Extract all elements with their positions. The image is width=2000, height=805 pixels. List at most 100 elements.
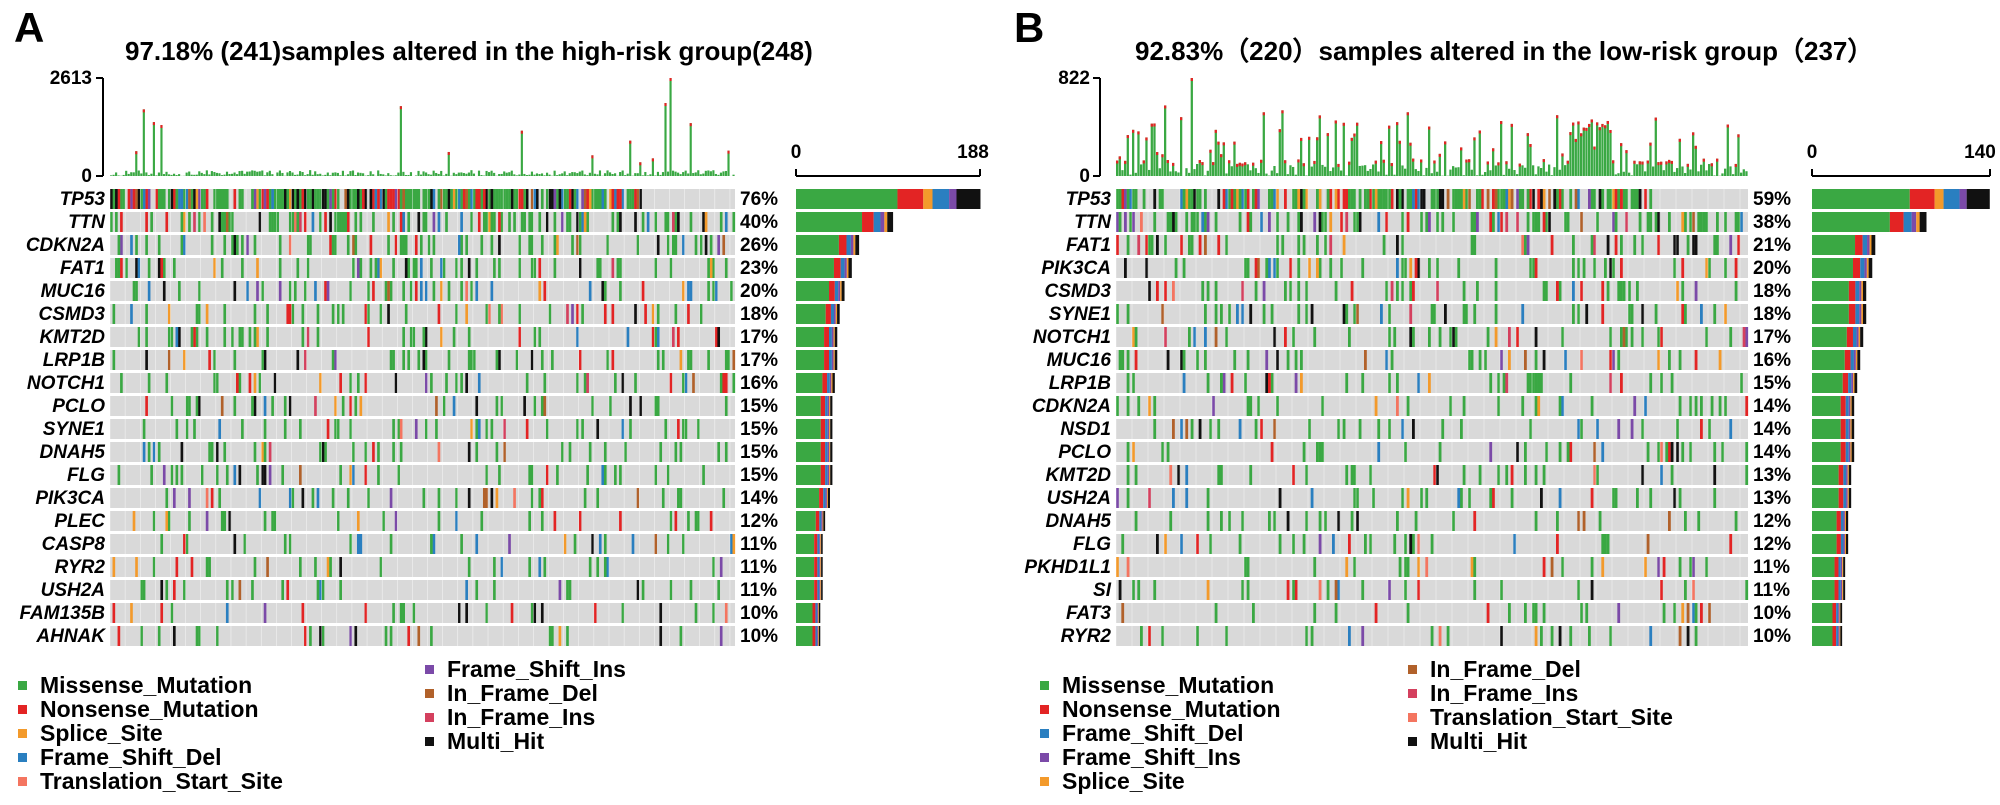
mutation-cell bbox=[540, 350, 544, 370]
tmb-bar bbox=[1494, 165, 1497, 176]
panel-b-legend: Missense_MutationNonsense_MutationFrame_… bbox=[1040, 656, 1673, 794]
mutation-cell bbox=[1220, 465, 1223, 485]
tmb-bar-top bbox=[1318, 115, 1321, 119]
mutation-cell bbox=[296, 350, 300, 370]
mutation-cell bbox=[1289, 281, 1293, 301]
mutation-cell bbox=[1220, 373, 1223, 393]
mutation-cell bbox=[455, 511, 458, 531]
mutation-cell bbox=[409, 189, 413, 209]
tmb-bar-top bbox=[1241, 163, 1244, 167]
tmb-bar-top bbox=[1137, 131, 1140, 135]
mutation-cell bbox=[1534, 350, 1538, 370]
tmb-bar bbox=[1422, 175, 1425, 176]
legend-label: Frame_Shift_Ins bbox=[1062, 744, 1241, 770]
mutation-cell bbox=[566, 189, 569, 209]
gene-label: PIK3CA bbox=[35, 488, 105, 509]
tmb-bar bbox=[220, 175, 224, 176]
tmb-bar bbox=[203, 174, 206, 176]
tmb-bar bbox=[1689, 169, 1692, 176]
mutation-cell bbox=[603, 304, 607, 324]
mutation-cell bbox=[515, 350, 519, 370]
mutation-cell bbox=[1302, 235, 1306, 255]
tmb-bar bbox=[503, 171, 506, 176]
mutation-cell bbox=[674, 235, 678, 255]
tmb-bar bbox=[1345, 175, 1348, 176]
mutation-cell bbox=[603, 442, 607, 462]
mutation-cell bbox=[467, 442, 471, 462]
mutation-cell bbox=[724, 396, 728, 416]
mutation-cell bbox=[430, 534, 433, 554]
tmb-bar bbox=[1153, 123, 1156, 176]
mutation-cell bbox=[422, 189, 426, 209]
tmb-bar bbox=[397, 172, 400, 176]
mutation-cell bbox=[490, 189, 494, 209]
tmb-bar bbox=[1486, 161, 1489, 176]
mutation-cell bbox=[1374, 603, 1378, 623]
tmb-bar bbox=[1260, 159, 1263, 176]
mutation-cell bbox=[145, 327, 148, 347]
mutation-cell bbox=[1577, 189, 1581, 209]
tmb-bar bbox=[291, 172, 294, 176]
side-bar-segment bbox=[817, 557, 820, 577]
mutation-cell bbox=[334, 235, 337, 255]
mutation-cell bbox=[180, 465, 184, 485]
mutation-cell bbox=[533, 258, 537, 278]
mutation-cell bbox=[195, 304, 199, 324]
tmb-bar bbox=[704, 170, 707, 176]
side-bar-segment bbox=[796, 258, 834, 278]
mutation-cell bbox=[190, 557, 194, 577]
mutation-cell bbox=[1534, 603, 1538, 623]
mutation-cell bbox=[288, 304, 292, 324]
mutation-cell bbox=[145, 396, 148, 416]
mutation-cell bbox=[1457, 488, 1461, 508]
mutation-cell bbox=[195, 189, 199, 209]
percent-label: 21% bbox=[1753, 235, 1791, 256]
tmb-bar bbox=[513, 174, 516, 176]
mutation-cell bbox=[324, 442, 327, 462]
side-bar-segment bbox=[820, 419, 826, 439]
mutation-cell bbox=[1348, 327, 1351, 347]
mutation-cell bbox=[198, 304, 201, 324]
mutation-cell bbox=[1270, 189, 1274, 209]
mutation-cell bbox=[288, 488, 292, 508]
side-bar-segment bbox=[829, 350, 832, 370]
mutation-cell bbox=[382, 189, 385, 209]
tmb-bar-top bbox=[1478, 130, 1481, 134]
mutation-cell bbox=[520, 212, 524, 232]
mutation-cell bbox=[556, 465, 559, 485]
mutation-cell bbox=[1620, 235, 1623, 255]
mutation-cell bbox=[299, 419, 302, 439]
tmb-bar bbox=[1740, 172, 1743, 176]
tmb-bar bbox=[1142, 160, 1145, 176]
mutation-cell bbox=[1164, 327, 1167, 347]
mutation-cell bbox=[178, 281, 181, 301]
side-bar-segment bbox=[1812, 488, 1839, 508]
mutation-cell bbox=[1689, 212, 1693, 232]
tmb-bar-top bbox=[1284, 160, 1287, 164]
side-bar-segment bbox=[1853, 350, 1856, 370]
mutation-cell bbox=[1676, 235, 1679, 255]
tmb-bar bbox=[1241, 163, 1244, 176]
side-bar-segment bbox=[1911, 212, 1917, 232]
side-bar-segment bbox=[796, 534, 815, 554]
mutation-cell bbox=[276, 189, 279, 209]
mutation-cell bbox=[1606, 534, 1610, 554]
mutation-cell bbox=[215, 465, 219, 485]
mutation-cell bbox=[1204, 235, 1207, 255]
mutation-cell bbox=[498, 189, 501, 209]
mutation-cell bbox=[601, 465, 605, 485]
tmb-bar bbox=[553, 170, 556, 176]
tmb-bar bbox=[223, 174, 226, 176]
mutation-cell bbox=[299, 189, 302, 209]
side-bar-segment bbox=[820, 534, 822, 554]
mutation-cell bbox=[1489, 442, 1493, 462]
mutation-cell bbox=[1145, 258, 1149, 278]
mutation-cell bbox=[1713, 488, 1717, 508]
tmb-bar bbox=[1630, 175, 1633, 176]
tmb-bar bbox=[1612, 160, 1615, 176]
mutation-cell bbox=[286, 189, 290, 209]
tmb-bar bbox=[460, 172, 463, 176]
legend-label: Frame_Shift_Del bbox=[1062, 720, 1244, 746]
mutation-cell bbox=[1486, 603, 1490, 623]
mutation-cell bbox=[1534, 258, 1538, 278]
